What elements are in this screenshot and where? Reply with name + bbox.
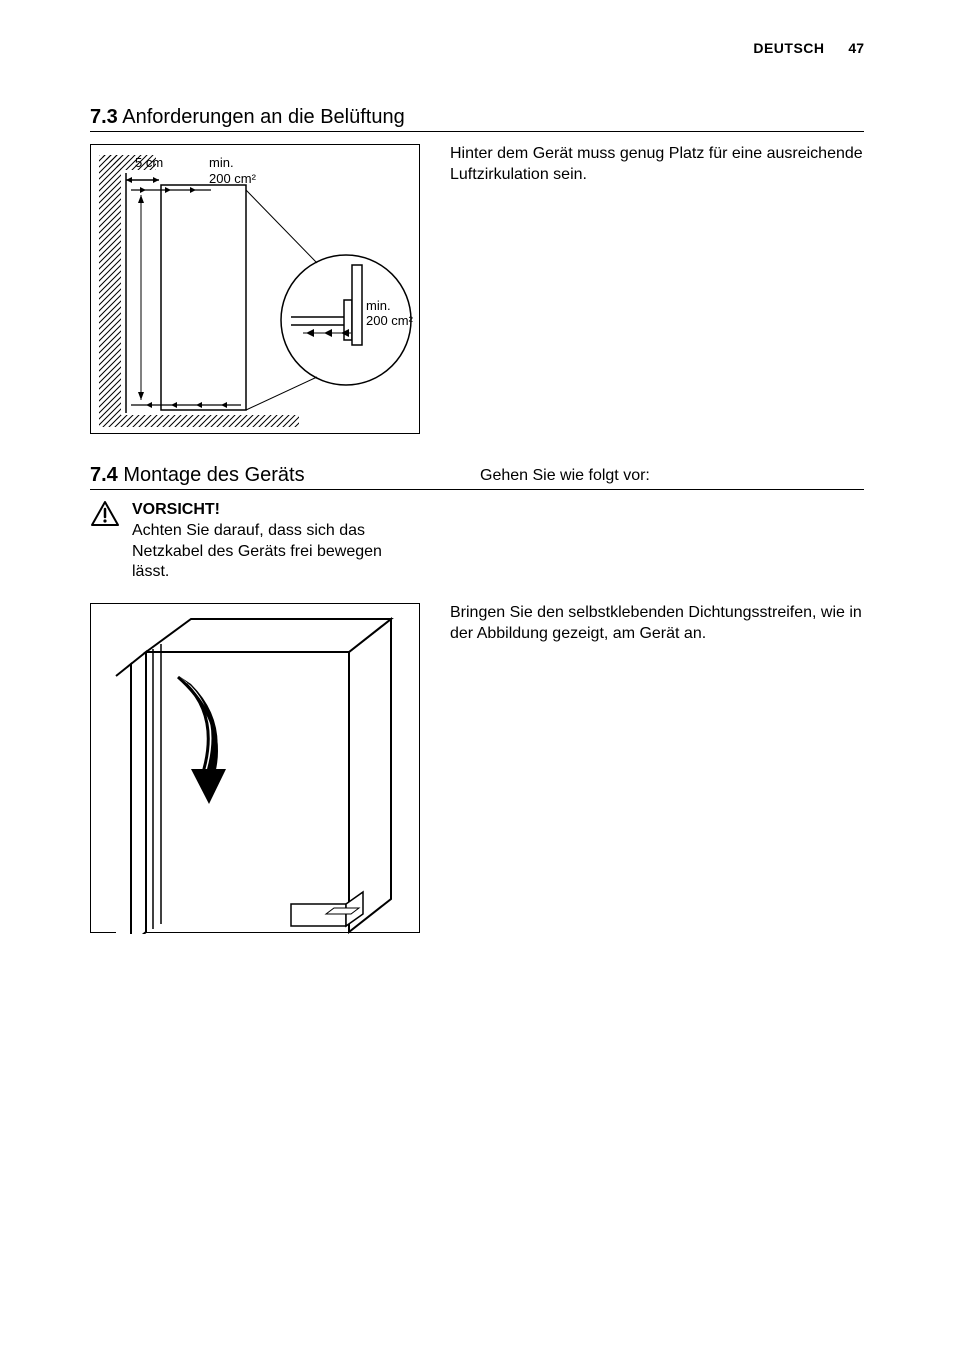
header-page-number: 47 (848, 40, 864, 56)
caution-text: VORSICHT! Achten Sie darauf, dass sich d… (132, 500, 412, 583)
section-74-text-col: Bringen Sie den selbstklebenden Dichtung… (450, 603, 864, 933)
section-73-body: Hinter dem Gerät muss genug Platz für ei… (450, 144, 864, 186)
section-73-row: 5 cm min. 200 cm² (90, 144, 864, 434)
section-74-title-row: 7.4 Montage des Geräts Gehen Sie wie fol… (90, 464, 864, 489)
caution-icon (90, 500, 120, 533)
section-74-number: 7.4 (90, 464, 118, 486)
top-vent-label: min. (209, 155, 234, 170)
section-73-diagram-col: 5 cm min. 200 cm² (90, 144, 420, 434)
bottom-vent-label: min. (366, 298, 391, 313)
caution-heading: VORSICHT! (132, 500, 412, 521)
header-language: DEUTSCH (753, 40, 824, 56)
section-74-step-row: Bringen Sie den selbstklebenden Dichtung… (90, 603, 864, 933)
section-74-step-text: Bringen Sie den selbstklebenden Dichtung… (450, 603, 864, 645)
section-74-rule (90, 489, 864, 490)
caution-body: Achten Sie darauf, dass sich das Netzkab… (132, 521, 412, 583)
bottom-vent-value: 200 cm² (366, 313, 414, 328)
section-74-title-col: 7.4 Montage des Geräts (90, 464, 450, 489)
page-content: DEUTSCH 47 7.3 Anforderungen an die Belü… (0, 0, 954, 1003)
page-header: DEUTSCH 47 (90, 40, 864, 56)
top-vent-value: 200 cm² (209, 171, 257, 186)
section-74-heading: Montage des Geräts (123, 464, 304, 486)
section-74-intro-col: Gehen Sie wie folgt vor: (480, 464, 864, 489)
section-73-text-col: Hinter dem Gerät muss genug Platz für ei… (450, 144, 864, 434)
section-74-intro: Gehen Sie wie folgt vor: (480, 464, 864, 487)
section-73-title: 7.3 Anforderungen an die Belüftung (90, 106, 864, 132)
ventilation-diagram: 5 cm min. 200 cm² (90, 144, 420, 434)
gap-label: 5 cm (135, 155, 163, 170)
sealing-strip-diagram (90, 603, 420, 933)
caution-block: VORSICHT! Achten Sie darauf, dass sich d… (90, 500, 864, 583)
section-74-diagram-col (90, 603, 420, 933)
section-73-number: 7.3 (90, 106, 118, 128)
section-73-heading: Anforderungen an die Belüftung (122, 106, 404, 128)
